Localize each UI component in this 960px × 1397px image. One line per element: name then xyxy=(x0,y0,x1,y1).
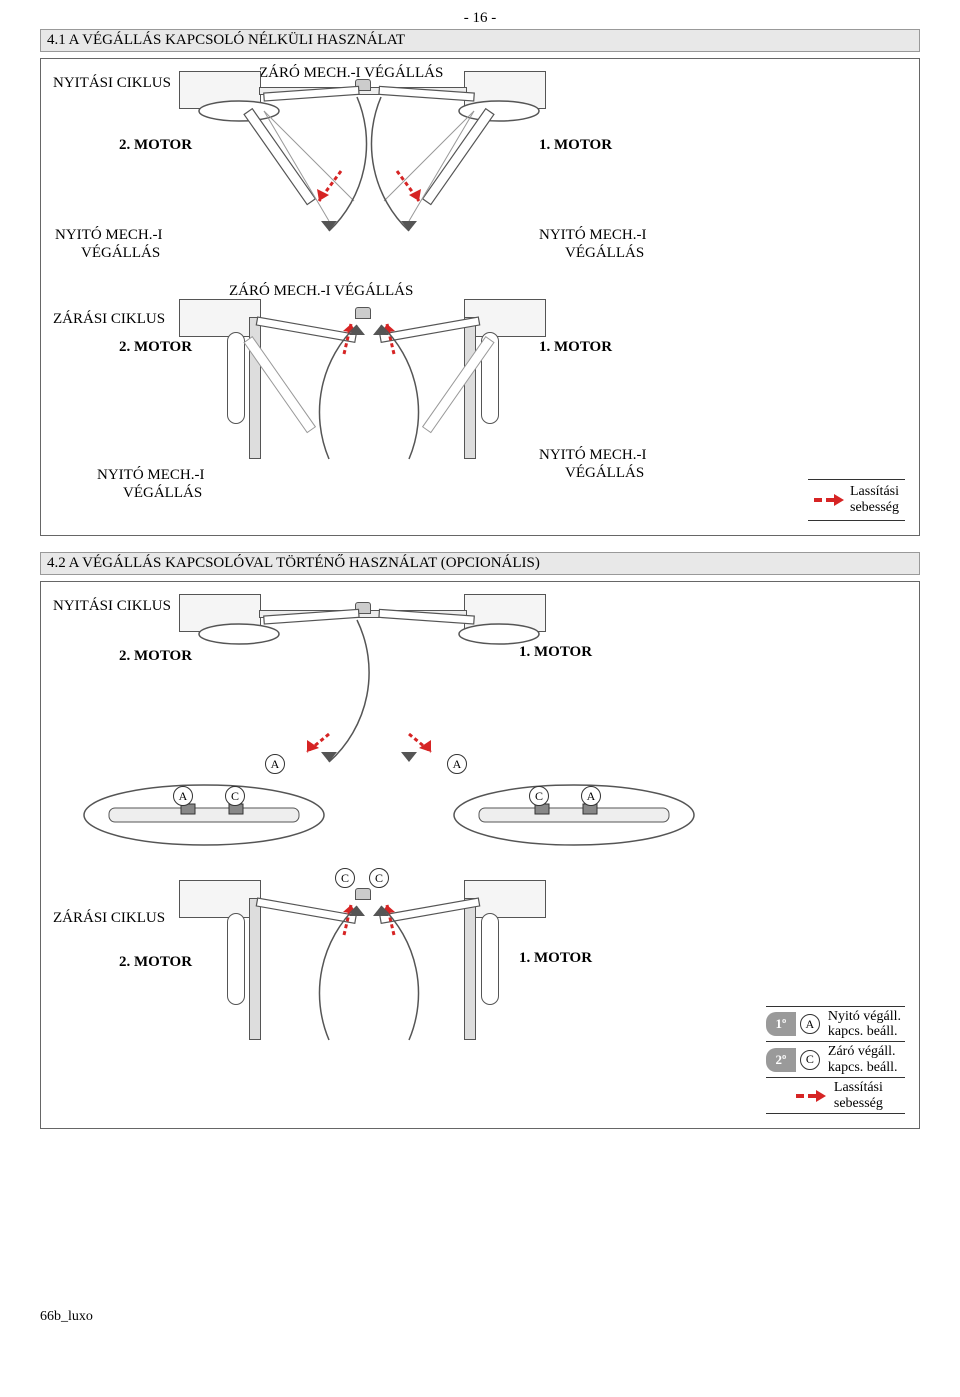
label-nyito-right-lower-l1: NYITÓ MECH.-I xyxy=(539,447,646,464)
circle-a-detail-right: A xyxy=(581,786,601,806)
label-nyitasi-ciklus: NYITÁSI CIKLUS xyxy=(53,75,171,92)
circle-a-right-upper: A xyxy=(447,754,467,774)
legend-fig41: Lassítási sebesség xyxy=(808,479,905,521)
circle-c-detail-right: C xyxy=(529,786,549,806)
legend-ord-1: 1º xyxy=(766,1012,796,1036)
arrow-red-icon-2 xyxy=(796,1091,826,1101)
motor-detail-left xyxy=(79,780,329,850)
legend-fig42: 1º A Nyitó végáll. kapcs. beáll. 2º C Zá… xyxy=(766,1006,905,1114)
section-41-heading: 4.1 A VÉGÁLLÁS KAPCSOLÓ NÉLKÜLI HASZNÁLA… xyxy=(40,29,920,52)
label-zaro-mech-lower: ZÁRÓ MECH.-I VÉGÁLLÁS xyxy=(229,283,413,300)
label-nyitasi-ciklus-2: NYITÁSI CIKLUS xyxy=(53,598,171,615)
legend-1a-l2: kapcs. beáll. xyxy=(828,1024,898,1039)
figure-41: NYITÁSI CIKLUS ZÁRÓ MECH.-I VÉGÁLLÁS 2. … xyxy=(40,58,920,536)
label-nyito-left-lower-l1: NYITÓ MECH.-I xyxy=(97,467,204,484)
legend-ord-2: 2º xyxy=(766,1048,796,1072)
legend-lassitasi-l2-2: sebesség xyxy=(834,1096,883,1111)
legend-circ-a: A xyxy=(800,1014,820,1034)
figure-42: NYITÁSI CIKLUS 2. MOTOR 1. MOTOR xyxy=(40,581,920,1129)
circle-a-detail-left: A xyxy=(173,786,193,806)
motor-detail-right xyxy=(449,780,699,850)
label-zarasi-ciklus: ZÁRÁSI CIKLUS xyxy=(53,311,165,328)
legend-lassitasi-l2: sebesség xyxy=(850,500,899,515)
label-zarasi-ciklus-2: ZÁRÁSI CIKLUS xyxy=(53,910,165,927)
label-nyito-right-upper-l2: VÉGÁLLÁS xyxy=(565,245,644,262)
diagram-2lower-svg xyxy=(179,880,559,1080)
circle-c-detail-left: C xyxy=(225,786,245,806)
section-42-heading: 4.2 A VÉGÁLLÁS KAPCSOLÓVAL TÖRTÉNŐ HASZN… xyxy=(40,552,920,575)
legend-2c-l2: kapcs. beáll. xyxy=(828,1060,898,1075)
label-nyito-left-upper-l1: NYITÓ MECH.-I xyxy=(55,227,162,244)
legend-lassitasi-l1: Lassítási xyxy=(850,484,899,499)
diagram-2upper-svg xyxy=(179,594,559,804)
diagram-upper-svg xyxy=(179,71,559,271)
diagram-lower-svg xyxy=(179,299,559,499)
label-nyito-left-upper-l2: VÉGÁLLÁS xyxy=(81,245,160,262)
label-nyito-right-lower-l2: VÉGÁLLÁS xyxy=(565,465,644,482)
legend-lassitasi-l1-2: Lassítási xyxy=(834,1080,883,1095)
label-nyito-left-lower-l2: VÉGÁLLÁS xyxy=(123,485,202,502)
label-nyito-right-upper-l1: NYITÓ MECH.-I xyxy=(539,227,646,244)
legend-1a-l1: Nyitó végáll. xyxy=(828,1009,901,1024)
circle-a-left-upper: A xyxy=(265,754,285,774)
footer-text: 66b_luxo xyxy=(40,1309,920,1325)
legend-2c-l1: Záró végáll. xyxy=(828,1044,896,1059)
legend-circ-c: C xyxy=(800,1050,820,1070)
page-number: - 16 - xyxy=(40,10,920,27)
arrow-red-icon xyxy=(814,495,844,505)
